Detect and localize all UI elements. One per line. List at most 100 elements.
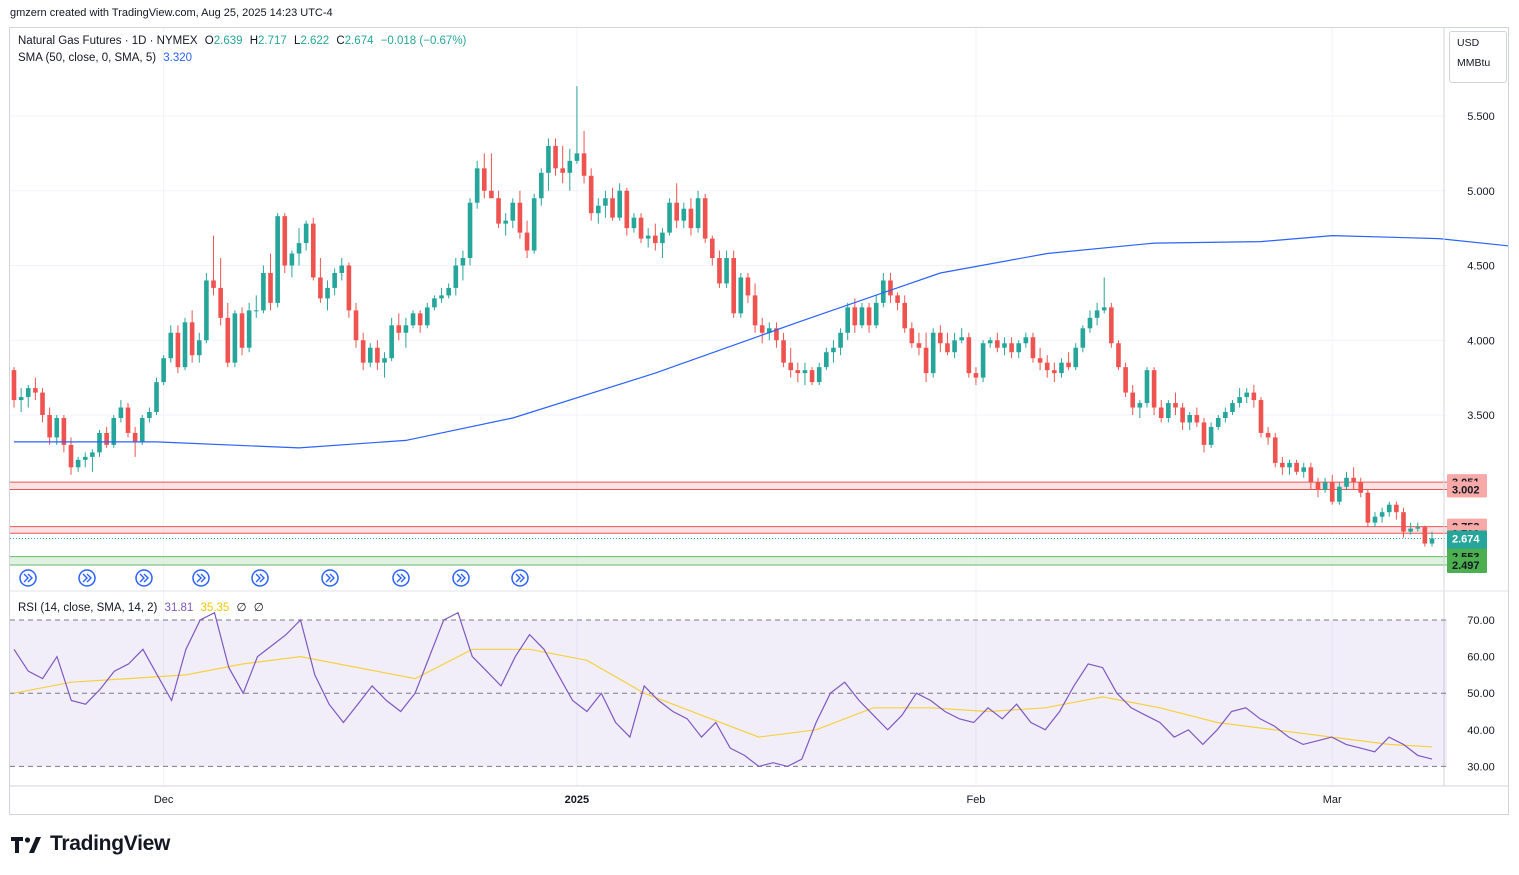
candle-body — [560, 168, 565, 173]
candle-body — [945, 343, 950, 353]
chart-canvas[interactable]: 5.5005.0004.5004.0003.5003.0513.0022.753… — [10, 28, 1508, 814]
rsi-tick-label: 70.00 — [1467, 615, 1495, 627]
candle-body — [360, 340, 366, 363]
candle-body — [759, 325, 765, 333]
candle-body — [161, 358, 166, 383]
candle-body — [788, 362, 793, 371]
dividend-event-icon — [251, 569, 269, 587]
candle-body — [1215, 417, 1221, 427]
candle-body — [809, 370, 815, 383]
low-value: 2.622 — [300, 35, 330, 47]
candle-body — [353, 310, 359, 341]
candle-body — [1265, 432, 1271, 438]
candle-body — [97, 432, 102, 453]
candle-body — [432, 298, 437, 308]
candle-body — [1037, 358, 1043, 363]
candle-body — [332, 272, 337, 288]
event-marker-arrow — [139, 573, 149, 583]
candle-body — [460, 258, 466, 266]
rsi-ma-value: 35.35 — [200, 602, 230, 614]
candle-body — [1087, 317, 1093, 329]
candle-body — [118, 407, 124, 418]
candle-body — [980, 343, 986, 378]
candle-body — [781, 340, 786, 363]
candle-body — [717, 258, 722, 284]
candle-body — [111, 417, 117, 445]
candle-body — [710, 238, 715, 259]
candle-body — [33, 388, 38, 393]
candle-body — [510, 202, 516, 221]
candle-body — [930, 332, 936, 374]
candle-body — [18, 397, 24, 401]
candle-body — [382, 358, 387, 363]
candle-body — [1237, 397, 1242, 404]
candle-body — [1201, 422, 1207, 445]
brand-logo: TradingView — [10, 832, 170, 856]
candle-body — [595, 205, 601, 214]
candle-body — [1059, 362, 1064, 374]
candle-body — [524, 232, 530, 251]
candle-body — [1308, 467, 1314, 483]
candle-body — [1415, 527, 1421, 529]
candle-body — [1422, 527, 1428, 544]
candle-body — [125, 407, 131, 433]
symbol-name: Natural Gas Futures · 1D · NYMEX — [18, 35, 198, 47]
candle-body — [375, 347, 380, 363]
candle-body — [1002, 343, 1007, 348]
candle-body — [1408, 528, 1413, 532]
symbol-legend: Natural Gas Futures · 1D · NYMEX O2.639 … — [18, 35, 470, 47]
price-tick-label: 5.500 — [1467, 111, 1495, 123]
candle-body — [888, 280, 893, 296]
candle-body — [1301, 467, 1307, 472]
candle-body — [424, 307, 430, 326]
candle-body — [11, 370, 17, 401]
candle-body — [617, 190, 622, 218]
rsi-tick-label: 50.00 — [1467, 688, 1495, 700]
candle-body — [1294, 462, 1299, 472]
candle-body — [638, 217, 644, 239]
candle-body — [1429, 538, 1435, 544]
candle-body — [881, 280, 886, 303]
candle-body — [282, 216, 288, 266]
candle-body — [1315, 482, 1321, 490]
rsi-tick-label: 30.00 — [1467, 761, 1495, 773]
candle-body — [909, 328, 915, 344]
candle-body — [1158, 407, 1164, 418]
candle-body — [902, 302, 908, 329]
candle-body — [574, 153, 580, 161]
candle-body — [603, 198, 608, 206]
resistance-zone — [10, 482, 1447, 490]
currency-unit-button[interactable]: USD MMBtu — [1449, 31, 1507, 83]
candle-body — [82, 456, 88, 460]
candle-body — [688, 208, 694, 229]
candle-body — [952, 340, 957, 353]
price-tick-label: 4.500 — [1467, 261, 1495, 273]
candle-body — [624, 190, 630, 229]
candle-body — [923, 347, 929, 374]
candle-body — [104, 432, 109, 445]
rsi-line — [13, 611, 1433, 768]
candle-body — [339, 265, 345, 273]
rsi-extra-1: ∅ — [236, 602, 247, 614]
event-marker-arrow — [325, 573, 335, 583]
candle-body — [831, 347, 836, 353]
candle-body — [175, 332, 181, 368]
candle-body — [261, 272, 266, 311]
event-marker-arrow — [196, 573, 206, 583]
price-tick-label: 5.000 — [1467, 186, 1495, 198]
time-tick-label: 2025 — [565, 794, 589, 806]
candle-body — [318, 277, 323, 299]
unit-label: MMBtu — [1457, 57, 1491, 69]
candle-body — [1365, 492, 1371, 523]
candle-body — [47, 415, 52, 438]
dividend-event-icon — [135, 569, 153, 587]
candle-body — [631, 217, 637, 229]
candle-body — [667, 202, 672, 233]
candle-body — [239, 313, 245, 348]
candle-body — [1280, 462, 1285, 468]
candle-body — [738, 277, 744, 314]
candle-body — [610, 198, 615, 218]
sma-label: SMA (50, close, 0, SMA, 5) — [18, 52, 157, 64]
candle-body — [987, 340, 993, 344]
resistance-zone — [10, 526, 1447, 534]
